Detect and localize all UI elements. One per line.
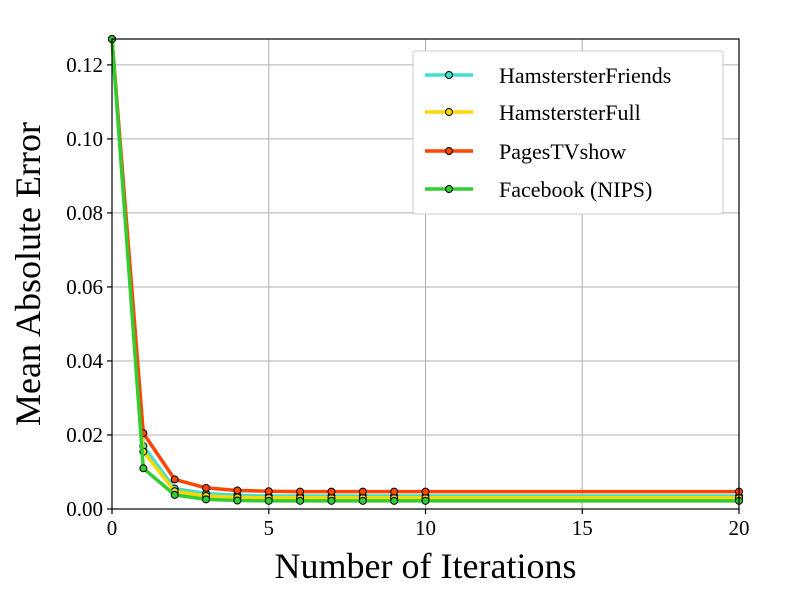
y-tick-label: 0.10 bbox=[66, 127, 103, 151]
data-point bbox=[202, 495, 211, 504]
data-point bbox=[202, 483, 211, 492]
y-tick-label: 0.12 bbox=[66, 53, 103, 77]
legend-label-hamstersterfull: HamstersterFull bbox=[499, 100, 641, 125]
x-axis-title: Number of Iterations bbox=[275, 546, 577, 586]
series-line-pagestvshow bbox=[110, 38, 739, 494]
legend: HamstersterFriends HamstersterFull Pages… bbox=[412, 50, 724, 215]
x-tick-label: 15 bbox=[572, 516, 593, 540]
legend-box bbox=[412, 50, 724, 215]
x-tick-label: 10 bbox=[415, 516, 436, 540]
x-tick-label: 20 bbox=[729, 516, 750, 540]
y-tick-label: 0.00 bbox=[66, 497, 103, 521]
legend-entry: HamstersterFull bbox=[425, 100, 641, 125]
data-point bbox=[421, 487, 430, 496]
data-point bbox=[358, 487, 367, 496]
data-point bbox=[233, 486, 242, 495]
data-point bbox=[327, 496, 336, 505]
data-point bbox=[296, 496, 305, 505]
y-axis-title: Mean Absolute Error bbox=[8, 122, 48, 426]
legend-label-facebook-nips: Facebook (NIPS) bbox=[499, 177, 652, 202]
y-tick-label: 0.04 bbox=[66, 349, 103, 373]
data-point bbox=[390, 487, 399, 496]
data-point bbox=[264, 496, 273, 505]
legend-marker-hamstersterfriends bbox=[445, 71, 453, 79]
x-tick-label: 0 bbox=[107, 516, 118, 540]
data-point bbox=[358, 496, 367, 505]
legend-marker-pagestvshow bbox=[445, 147, 453, 155]
data-point bbox=[233, 496, 242, 505]
legend-marker-hamstersterfull bbox=[445, 108, 453, 116]
data-point bbox=[264, 487, 273, 496]
data-point bbox=[421, 496, 430, 505]
y-tick-label: 0.02 bbox=[66, 423, 103, 447]
data-point bbox=[139, 464, 148, 473]
legend-entry: Facebook (NIPS) bbox=[425, 177, 652, 202]
y-tick-label: 0.08 bbox=[66, 201, 103, 225]
legend-label-pagestvshow: PagesTVshow bbox=[499, 139, 626, 164]
series-facebook-nips bbox=[108, 35, 743, 505]
legend-entry: HamstersterFriends bbox=[425, 63, 671, 88]
legend-entry: PagesTVshow bbox=[425, 139, 626, 164]
data-point bbox=[390, 496, 399, 505]
legend-label-hamstersterfriends: HamstersterFriends bbox=[499, 63, 671, 88]
data-point bbox=[170, 490, 179, 499]
data-point bbox=[170, 475, 179, 484]
x-tick-label: 5 bbox=[264, 516, 275, 540]
data-point bbox=[327, 487, 336, 496]
data-point bbox=[296, 487, 305, 496]
series-line-hamstersterfull bbox=[110, 38, 739, 500]
axis-ticks: 0 5 10 15 20 0.00 0.02 0.04 0.06 0.08 0.10 0.12 bbox=[66, 53, 749, 540]
legend-marker-facebook-nips bbox=[445, 185, 453, 193]
y-tick-label: 0.06 bbox=[66, 275, 103, 299]
series-line-facebook-nips bbox=[110, 38, 739, 503]
series-line-hamstersterfriends bbox=[110, 38, 739, 498]
